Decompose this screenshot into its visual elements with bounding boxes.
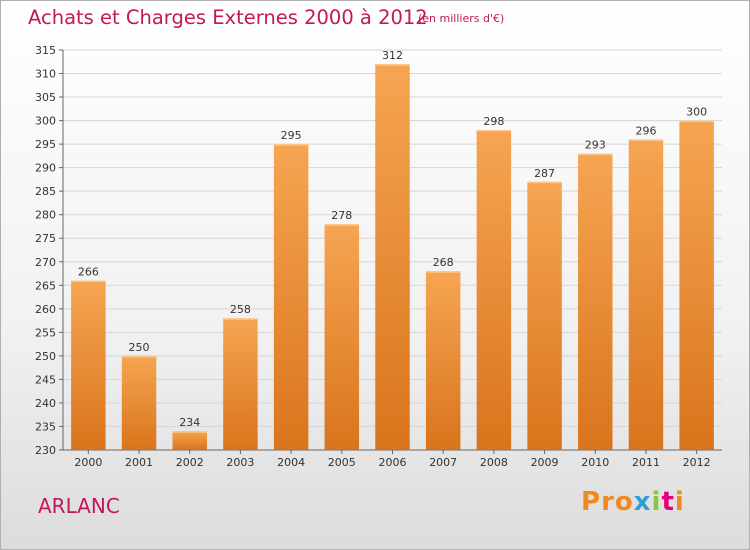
y-tick-label: 300 <box>35 115 56 128</box>
logo-letter: o <box>614 487 634 517</box>
y-tick-label: 305 <box>35 91 56 104</box>
bar-highlight <box>324 224 360 226</box>
bar-highlight <box>425 271 461 273</box>
y-tick-label: 245 <box>35 373 56 386</box>
bar <box>679 120 714 451</box>
data-label: 266 <box>78 266 99 279</box>
y-tick-label: 315 <box>35 44 56 57</box>
chart-title: Achats et Charges Externes 2000 à 2012 <box>28 6 428 29</box>
bar <box>273 144 309 450</box>
data-label: 295 <box>281 129 302 142</box>
bar-highlight <box>476 130 512 132</box>
bar <box>375 64 410 450</box>
bar-highlight <box>628 139 664 141</box>
bar <box>578 153 613 450</box>
location-name: ARLANC <box>38 494 120 518</box>
x-tick-label: 2002 <box>176 456 204 469</box>
plot-area: 230 235 240 245 250 255 260 265 270 275 280 285 290 2… <box>35 44 722 469</box>
logo-letter: t <box>661 487 675 517</box>
x-tick-label: 2003 <box>226 456 254 469</box>
bar <box>628 139 664 451</box>
y-tick-label: 270 <box>35 256 56 269</box>
y-tick-label: 255 <box>35 326 56 339</box>
data-label: 300 <box>686 106 707 119</box>
bar-highlight <box>679 120 714 123</box>
x-tick-label: 2005 <box>328 456 356 469</box>
y-tick-label: 310 <box>35 68 56 81</box>
y-tick-label: 295 <box>35 138 56 151</box>
bar-highlight <box>121 355 157 358</box>
logo-letter: r <box>601 487 615 517</box>
data-label: 298 <box>483 115 504 128</box>
x-tick-label: 2007 <box>429 456 457 469</box>
data-label: 278 <box>331 209 352 222</box>
bar <box>71 280 106 450</box>
bar <box>527 181 562 450</box>
x-tick-label: 2009 <box>531 456 559 469</box>
data-label: 268 <box>433 256 454 269</box>
bar <box>172 431 207 450</box>
logo-letter: i <box>674 487 685 517</box>
logo-letter: P <box>581 487 602 517</box>
y-tick-label: 250 <box>35 350 56 363</box>
bar <box>324 224 360 450</box>
chart-unit: (en milliers d'€) <box>418 12 505 25</box>
x-tick-label: 2001 <box>125 456 153 469</box>
y-tick-label: 240 <box>35 397 56 410</box>
y-tick-label: 285 <box>35 185 56 198</box>
x-tick-label: 2000 <box>74 456 102 469</box>
bar-highlight <box>71 280 106 283</box>
x-tick-label: 2010 <box>581 456 609 469</box>
data-label: 287 <box>534 167 555 180</box>
data-label: 258 <box>230 303 251 316</box>
bar <box>223 318 258 450</box>
bar-highlight <box>578 153 613 156</box>
x-tick-label: 2011 <box>632 456 660 469</box>
x-tick-label: 2004 <box>277 456 305 469</box>
data-label: 234 <box>179 416 200 429</box>
x-tick-label: 2008 <box>480 456 508 469</box>
data-label: 296 <box>635 124 656 137</box>
y-tick-label: 260 <box>35 303 56 316</box>
bar-highlight <box>273 144 309 146</box>
y-tick-label: 235 <box>35 420 56 433</box>
logo-letter: x <box>633 487 652 517</box>
bar <box>121 355 157 450</box>
y-tick-label: 280 <box>35 209 56 222</box>
data-label: 293 <box>585 139 606 152</box>
bar <box>476 130 512 450</box>
bar-highlight <box>527 181 562 184</box>
bar-highlight <box>223 318 258 320</box>
proxiti-logo[interactable]: Proxiti <box>581 487 685 517</box>
data-label: 250 <box>129 341 150 354</box>
x-tick-label: 2006 <box>379 456 407 469</box>
bar <box>425 271 461 450</box>
bar-highlight <box>375 64 410 66</box>
y-tick-label: 275 <box>35 232 56 245</box>
logo-letter: i <box>651 487 662 517</box>
x-tick-label: 2012 <box>683 456 711 469</box>
y-tick-label: 265 <box>35 279 56 292</box>
data-label: 312 <box>382 49 403 62</box>
bar-highlight <box>172 431 207 433</box>
y-tick-label: 230 <box>35 444 56 457</box>
y-tick-label: 290 <box>35 162 56 175</box>
